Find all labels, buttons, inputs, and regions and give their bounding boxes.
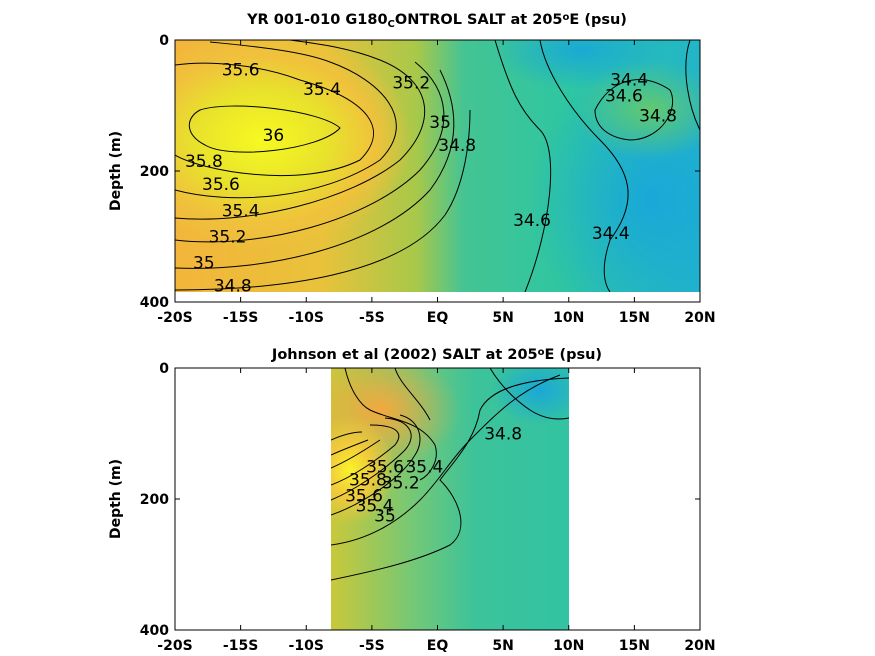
contour-label: 35.2 [392,74,430,94]
contour-label: 35.6 [222,60,260,80]
contour-label: 35.4 [303,80,341,100]
title-superscript: o [563,12,570,23]
x-axis: -20S -15S -10S -5S EQ 5N 10N 15N 20N [157,40,716,326]
y-tick-label: 200 [140,492,169,508]
x-tick-label: -10S [289,638,324,654]
contour-label: 34.8 [214,277,252,297]
x-tick-label: -15S [223,310,258,326]
x-tick-label: -5S [359,638,385,654]
contour-label: 36 [263,126,285,146]
y-tick-label: 200 [140,164,169,180]
x-tick-label: 15N [619,310,650,326]
chart-title: YR 001-010 G180CONTROL SALT at 205oE (ps… [246,12,627,31]
x-tick-label: 20N [684,638,715,654]
title-superscript: o [538,347,545,358]
contour-label: 35.8 [185,152,223,172]
contour-label: 34.8 [639,106,677,126]
contour-label: 35 [374,506,396,526]
contour-lines [331,368,569,581]
model-salinity-panel: YR 001-010 G180CONTROL SALT at 205oE (ps… [108,12,716,327]
chart-title: Johnson et al (2002) SALT at 205oE (psu) [271,347,602,364]
contour-label: 35.6 [366,457,404,477]
contour-label: 35.8 [349,470,387,490]
contour-label: 34.4 [592,224,630,244]
y-tick-label: 400 [140,295,169,311]
y-tick-label: 0 [159,33,169,49]
y-axis-label: Depth (m) [108,131,124,211]
title-subscript: C [388,19,395,30]
title-middle: ONTROL SALT at 205 [395,12,563,28]
contour-labels: 35.6 35.4 35.2 36 35 34.8 35.8 35.6 35.4 35.2 35 34… [185,60,677,296]
x-tick-label: 5N [492,310,513,326]
contour-label: 35.6 [345,487,383,507]
x-tick-label: EQ [427,638,449,654]
title-suffix: E (psu) [569,12,627,28]
contour-label: 35.2 [382,474,420,494]
contour-label: 34.6 [513,211,551,231]
x-tick-label: EQ [427,310,449,326]
contour-label: 34.6 [605,87,643,107]
x-tick-label: 15N [619,638,650,654]
y-axis: 0 200 400 [140,33,700,311]
x-tick-label: -5S [359,310,385,326]
contour-label: 35 [193,254,215,274]
y-tick-label: 400 [140,623,169,639]
x-tick-label: 20N [684,310,715,326]
contour-label: 35 [429,113,451,133]
contour-label: 35.4 [222,201,260,221]
contour-label: 34.4 [610,70,648,90]
y-axis: 0 200 400 [140,361,700,639]
x-tick-label: -20S [157,638,192,654]
contour-labels: 34.835.435.235.635.835.635.435 [345,425,522,527]
x-axis: -20S -15S -10S -5S EQ 5N 10N 15N 20N [157,368,716,654]
contour-label: 35.6 [202,175,240,195]
title-suffix: E (psu) [545,347,603,363]
observed-salinity-panel: Johnson et al (2002) SALT at 205oE (psu)… [108,347,716,655]
x-tick-label: 10N [553,638,584,654]
x-tick-label: -15S [223,638,258,654]
x-tick-label: -20S [157,310,192,326]
contour-label: 35.4 [356,497,394,517]
contour-label: 35.2 [209,228,247,248]
salinity-field [331,368,569,630]
contour-label: 34.8 [438,136,476,156]
contour-label: 35.4 [405,457,443,477]
x-tick-label: 10N [553,310,584,326]
contour-lines [175,40,700,292]
x-tick-label: 5N [492,638,513,654]
y-tick-label: 0 [159,361,169,377]
contour-label: 34.8 [484,425,522,445]
x-tick-label: -10S [289,310,324,326]
y-axis-label: Depth (m) [108,459,124,539]
